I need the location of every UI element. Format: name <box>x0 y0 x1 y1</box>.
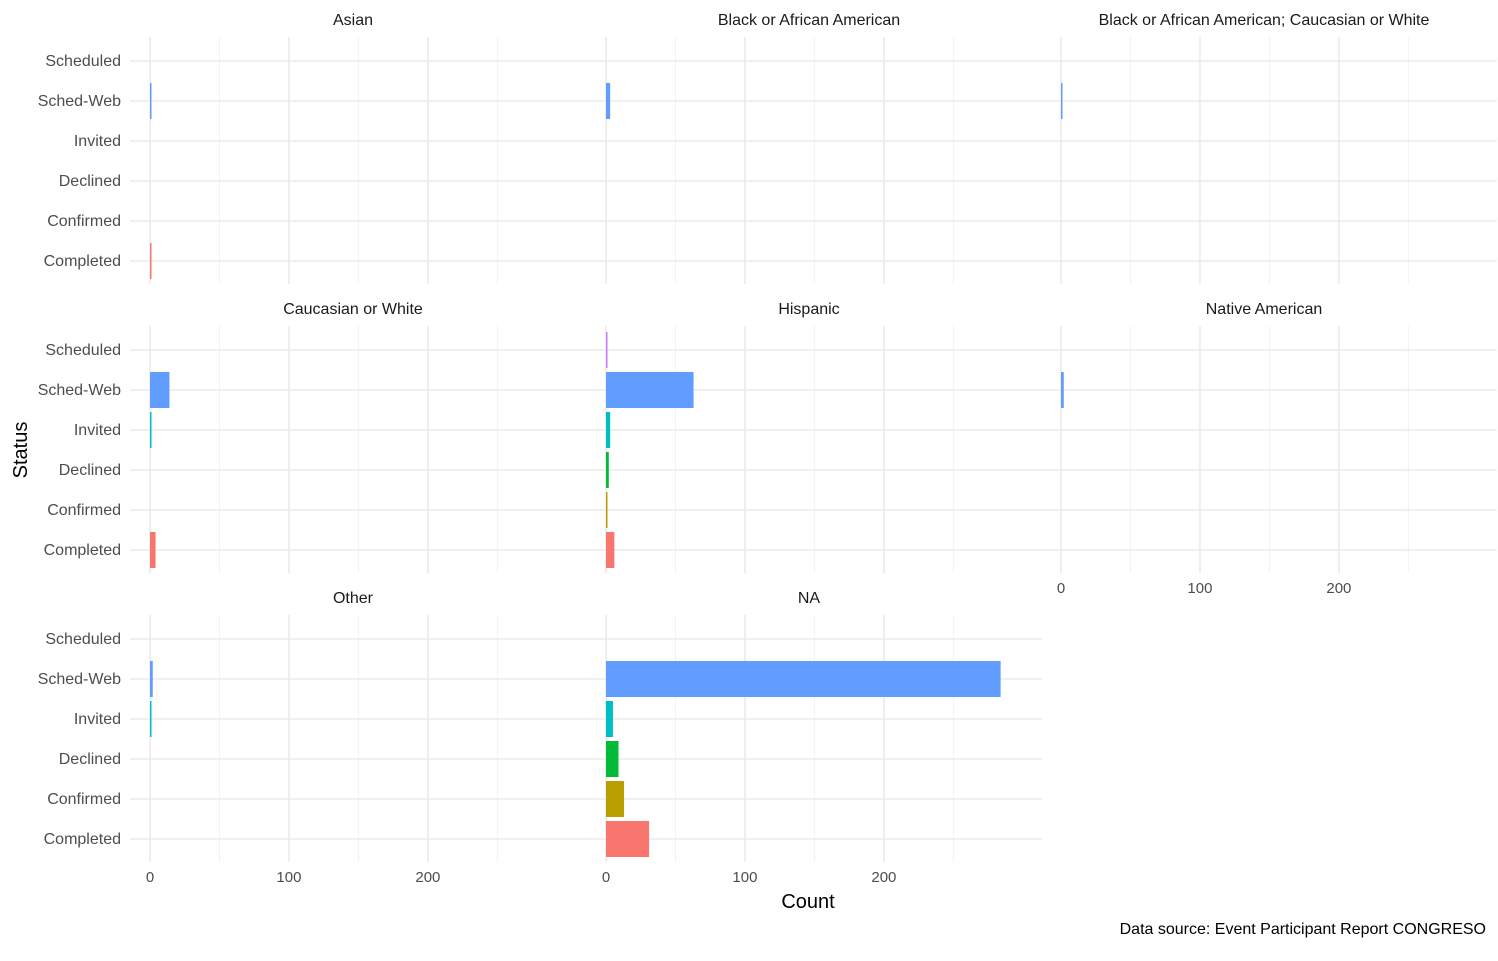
x-tick-label: 0 <box>146 869 154 886</box>
chart-caption: Data source: Event Participant Report CO… <box>1120 921 1486 938</box>
bar-declined <box>606 741 619 777</box>
facet-title: Black or African American <box>718 12 900 29</box>
y-tick-label-invited: Invited <box>74 133 121 150</box>
y-axis-title: Status <box>10 422 32 479</box>
y-tick-label-sched-web: Sched-Web <box>38 382 121 399</box>
bar-sched-web <box>150 372 170 408</box>
x-tick-label: 200 <box>415 869 440 886</box>
y-tick-label-sched-web: Sched-Web <box>38 671 121 688</box>
bar-invited <box>150 412 152 448</box>
bar-confirmed <box>606 492 608 528</box>
facet-panel-na: NA 0 100 200 <box>586 590 1042 886</box>
facet-panels: Asian Scheduled Sched-Web Invited Declined Co… <box>38 12 1497 886</box>
bar-sched-web <box>1061 372 1064 408</box>
bar-sched-web <box>1061 83 1063 119</box>
bar-sched-web <box>606 83 611 119</box>
facet-title: Caucasian or White <box>283 301 423 318</box>
bar-completed <box>150 243 152 279</box>
facet-panel-caucasian-or-white: Caucasian or White Scheduled Sched-Web Invi… <box>38 301 586 573</box>
bar-sched-web <box>606 661 1001 697</box>
y-tick-label-scheduled: Scheduled <box>45 631 121 648</box>
x-tick-label: 0 <box>602 869 610 886</box>
y-tick-label-invited: Invited <box>74 711 121 728</box>
facet-panel-black-or-african-american-caucasian-or-white: Black or African American; Caucasian or … <box>1041 12 1497 284</box>
facet-title: Native American <box>1206 301 1323 318</box>
x-tick-label: 200 <box>871 869 896 886</box>
x-tick-label: 100 <box>732 869 757 886</box>
facet-panel-other: Other Scheduled Sched-Web Invited Declined Co… <box>38 590 586 886</box>
bar-sched-web <box>606 372 694 408</box>
x-tick-label: 100 <box>1187 580 1212 597</box>
facet-title: Hispanic <box>778 301 839 318</box>
bar-invited <box>606 412 611 448</box>
bar-completed <box>606 821 650 857</box>
bar-completed <box>606 532 615 568</box>
facet-title: Black or African American; Caucasian or … <box>1099 12 1430 29</box>
y-tick-label-invited: Invited <box>74 422 121 439</box>
x-tick-label: 200 <box>1326 580 1351 597</box>
y-tick-label-completed: Completed <box>44 831 121 848</box>
facet-panel-hispanic: Hispanic <box>586 301 1042 573</box>
y-tick-label-completed: Completed <box>44 542 121 559</box>
bar-confirmed <box>606 781 625 817</box>
x-axis-title: Count <box>781 891 835 913</box>
facet-panel-asian: Asian Scheduled Sched-Web Invited Declined Co… <box>38 12 586 284</box>
y-tick-label-confirmed: Confirmed <box>47 502 121 519</box>
facet-title: Other <box>333 590 374 607</box>
x-tick-label: 0 <box>1057 580 1065 597</box>
y-tick-label-confirmed: Confirmed <box>47 213 121 230</box>
facet-panel-native-american: Native American 0 100 200 <box>1041 301 1497 597</box>
bar-scheduled <box>606 332 608 368</box>
y-tick-label-declined: Declined <box>59 173 121 190</box>
y-tick-label-sched-web: Sched-Web <box>38 93 121 110</box>
facet-title: Asian <box>333 12 373 29</box>
bar-invited <box>150 701 152 737</box>
bar-invited <box>606 701 613 737</box>
bar-sched-web <box>150 661 153 697</box>
x-tick-label: 100 <box>276 869 301 886</box>
y-tick-label-declined: Declined <box>59 751 121 768</box>
y-tick-label-scheduled: Scheduled <box>45 53 121 70</box>
y-tick-label-confirmed: Confirmed <box>47 791 121 808</box>
bar-sched-web <box>150 83 152 119</box>
facet-title: NA <box>798 590 821 607</box>
facet-panel-black-or-african-american: Black or African American <box>586 12 1042 284</box>
bar-completed <box>150 532 156 568</box>
y-tick-label-declined: Declined <box>59 462 121 479</box>
y-tick-label-completed: Completed <box>44 253 121 270</box>
y-tick-label-scheduled: Scheduled <box>45 342 121 359</box>
bar-declined <box>606 452 609 488</box>
